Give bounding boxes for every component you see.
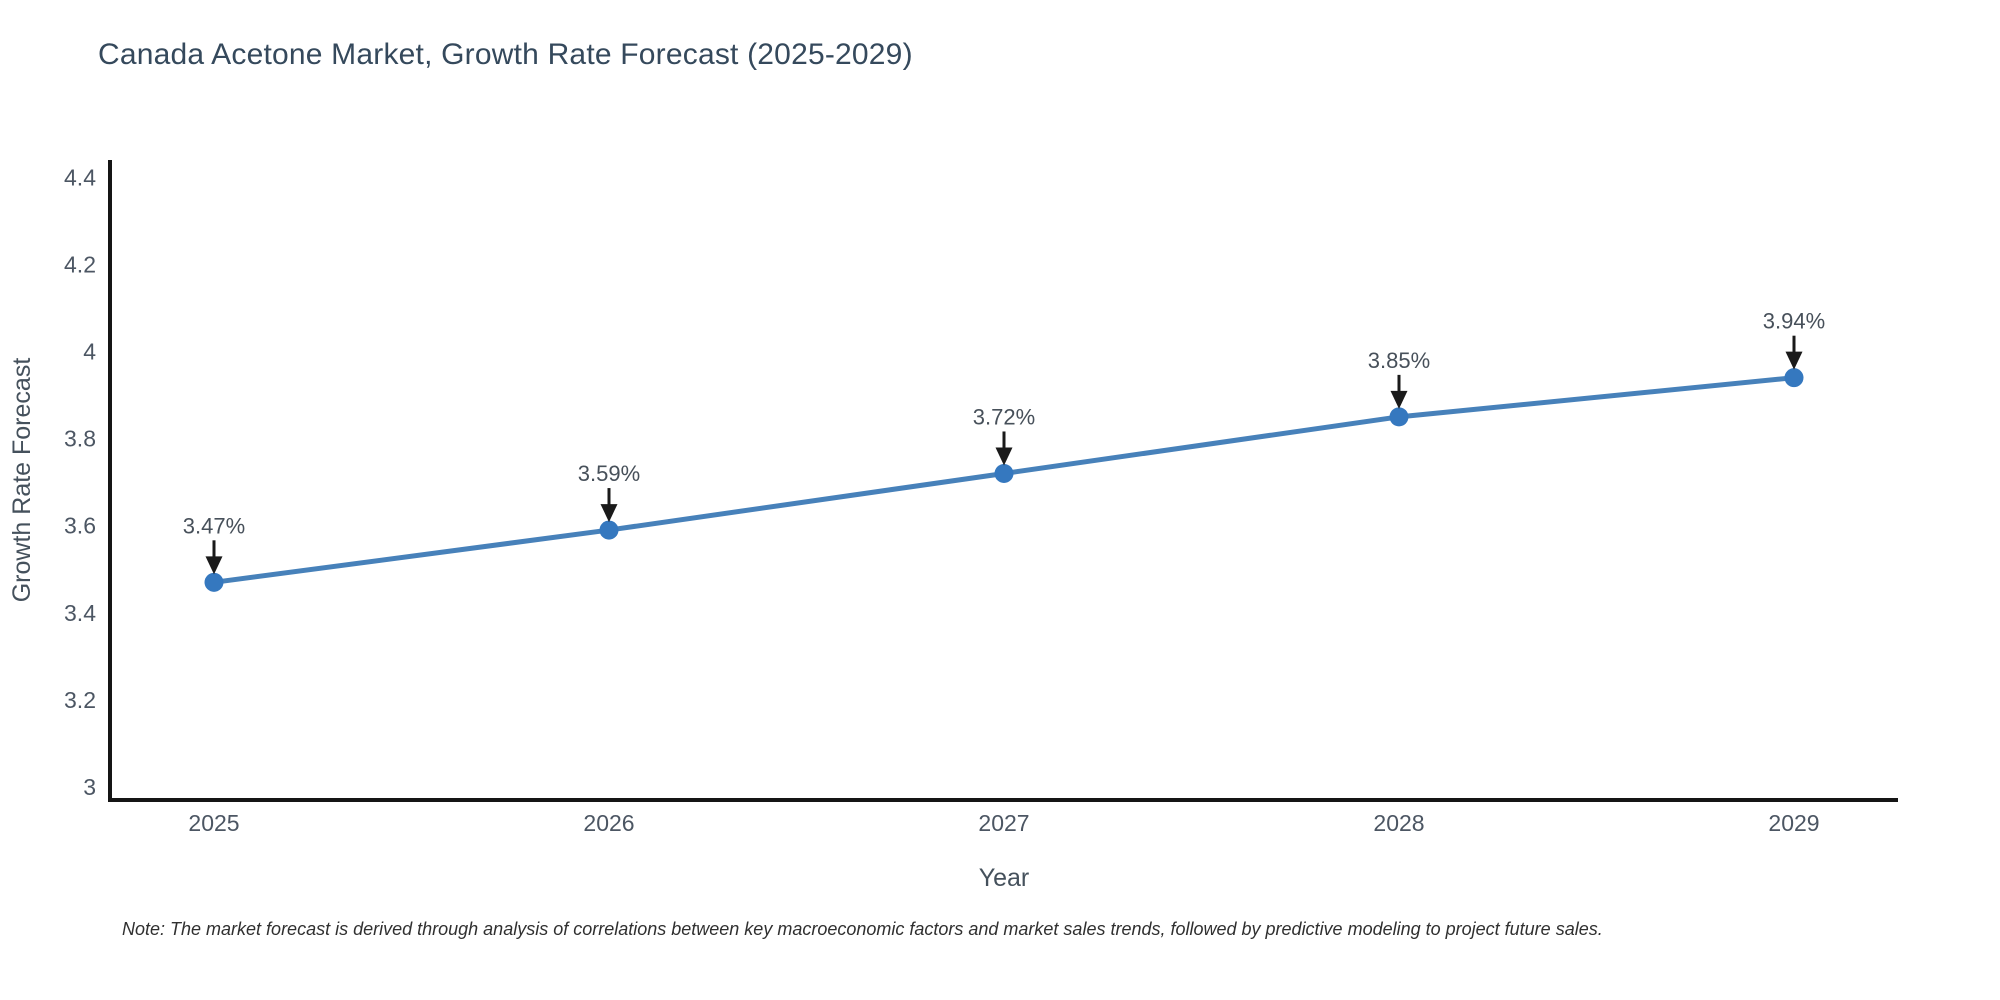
data-point-label: 3.94% [1763, 309, 1825, 334]
data-point-label: 3.59% [578, 461, 640, 486]
y-tick-label: 3.4 [64, 600, 96, 626]
x-tick-label: 2027 [978, 810, 1029, 836]
x-tick-label: 2028 [1373, 810, 1424, 836]
y-tick-label: 3.8 [64, 426, 96, 452]
data-point-marker [1784, 368, 1804, 388]
y-tick-label: 3.6 [64, 513, 96, 539]
annotation-arrowhead-icon [205, 556, 223, 575]
y-tick-label: 4 [83, 339, 96, 365]
x-tick-label: 2029 [1768, 810, 1819, 836]
x-tick-label: 2025 [188, 810, 239, 836]
data-point-label: 3.85% [1368, 348, 1430, 373]
chart-title: Canada Acetone Market, Growth Rate Forec… [98, 38, 913, 71]
data-point-label: 3.47% [183, 513, 245, 538]
data-point-marker [599, 520, 619, 540]
annotation-arrowhead-icon [1785, 351, 1803, 370]
y-tick-label: 3 [83, 774, 96, 800]
y-tick-label: 4.2 [64, 251, 96, 277]
data-point-marker [994, 463, 1014, 483]
chart-note: Note: The market forecast is derived thr… [122, 919, 1603, 939]
x-axis-title: Year [979, 864, 1030, 892]
y-tick-label: 4.4 [64, 164, 96, 190]
y-axis-title: Growth Rate Forecast [8, 358, 36, 603]
annotation-arrowhead-icon [995, 447, 1013, 466]
data-point-label: 3.72% [973, 404, 1035, 429]
annotation-arrowhead-icon [1390, 390, 1408, 409]
y-tick-label: 3.2 [64, 687, 96, 713]
data-point-marker [1389, 407, 1409, 427]
x-tick-label: 2026 [583, 810, 634, 836]
data-point-marker [204, 572, 224, 592]
annotation-arrowhead-icon [600, 504, 618, 523]
